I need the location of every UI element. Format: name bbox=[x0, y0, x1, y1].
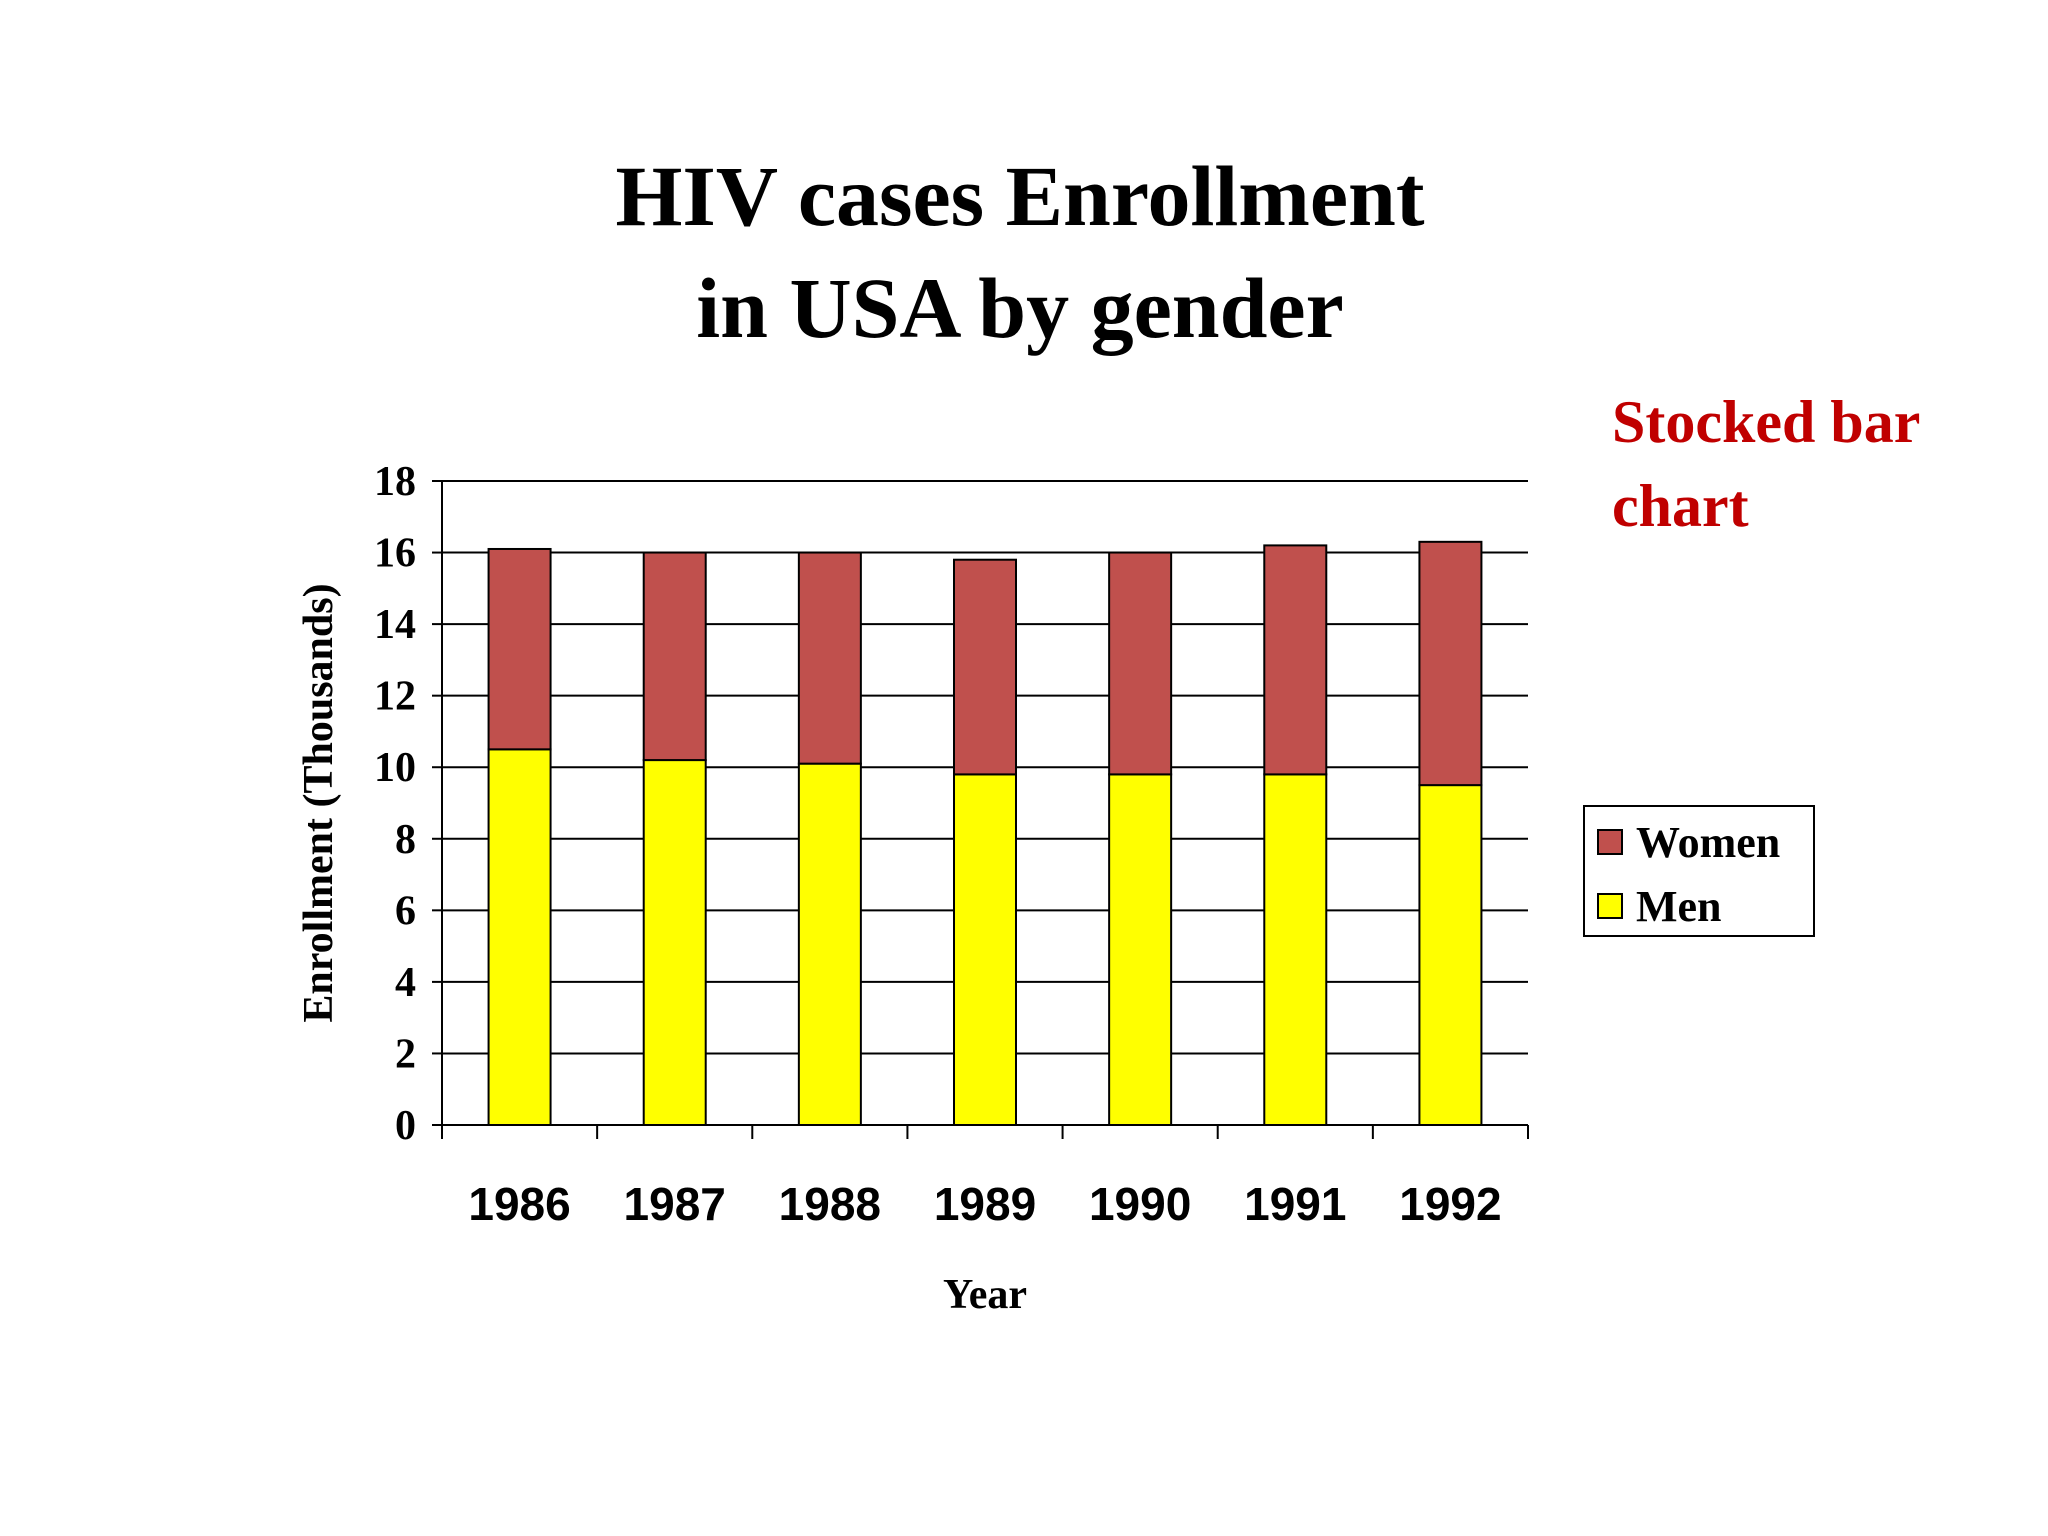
legend-swatch-men bbox=[1597, 893, 1623, 919]
y-axis-title: Enrollment (Thousands) bbox=[296, 583, 342, 1022]
y-tick-label-16: 16 bbox=[374, 531, 416, 577]
bar-women-1986 bbox=[487, 547, 552, 751]
legend: Women Men bbox=[1583, 805, 1815, 937]
bar-women-1992 bbox=[1418, 540, 1483, 787]
bar-men-1989 bbox=[953, 773, 1017, 1127]
bar-men-1987 bbox=[642, 759, 707, 1126]
bar-men-1991 bbox=[1263, 773, 1328, 1127]
legend-label-men: Men bbox=[1636, 882, 1722, 931]
bar-women-1991 bbox=[1263, 544, 1328, 776]
x-tick-label-1987: 1987 bbox=[624, 1178, 726, 1230]
legend-swatch-women bbox=[1597, 829, 1623, 855]
slide-title: HIV cases Enrollment in USA by gender bbox=[615, 148, 1425, 356]
bar-women-1988 bbox=[797, 551, 862, 765]
bar-men-1986 bbox=[487, 748, 552, 1126]
bar-women-1989 bbox=[953, 558, 1017, 776]
bars bbox=[487, 540, 1483, 1127]
y-tick-label-0: 0 bbox=[395, 1103, 416, 1149]
axes bbox=[432, 480, 1529, 1139]
y-tick-label-4: 4 bbox=[395, 960, 416, 1006]
x-tick-label-1986: 1986 bbox=[468, 1178, 570, 1230]
side-note: Stocked bar chart bbox=[1612, 389, 1921, 539]
y-tick-label-10: 10 bbox=[374, 745, 416, 791]
bar-men-1992 bbox=[1418, 784, 1483, 1126]
y-tick-label-14: 14 bbox=[374, 602, 416, 648]
tick-labels: 1986 1987 1988 1989 1990 1991 1992 0 2 4 6 8 10 12 14 1… bbox=[374, 459, 1502, 1230]
y-tick-label-8: 8 bbox=[395, 817, 416, 863]
bar-women-1987 bbox=[642, 551, 707, 762]
x-axis-title: Year bbox=[943, 1272, 1027, 1318]
x-tick-label-1991: 1991 bbox=[1244, 1178, 1346, 1230]
y-tick-label-2: 2 bbox=[395, 1031, 416, 1077]
y-tick-label-6: 6 bbox=[395, 888, 416, 934]
x-tick-label-1992: 1992 bbox=[1399, 1178, 1501, 1230]
x-tick-label-1990: 1990 bbox=[1089, 1178, 1191, 1230]
x-tick-label-1988: 1988 bbox=[779, 1178, 881, 1230]
x-tick-label-1989: 1989 bbox=[934, 1178, 1036, 1230]
y-tick-label-12: 12 bbox=[374, 674, 416, 720]
bar-women-1990 bbox=[1108, 551, 1173, 776]
bar-men-1990 bbox=[1108, 773, 1173, 1127]
y-tick-label-18: 18 bbox=[374, 459, 416, 505]
legend-label-women: Women bbox=[1636, 818, 1780, 867]
bar-men-1988 bbox=[797, 762, 862, 1127]
